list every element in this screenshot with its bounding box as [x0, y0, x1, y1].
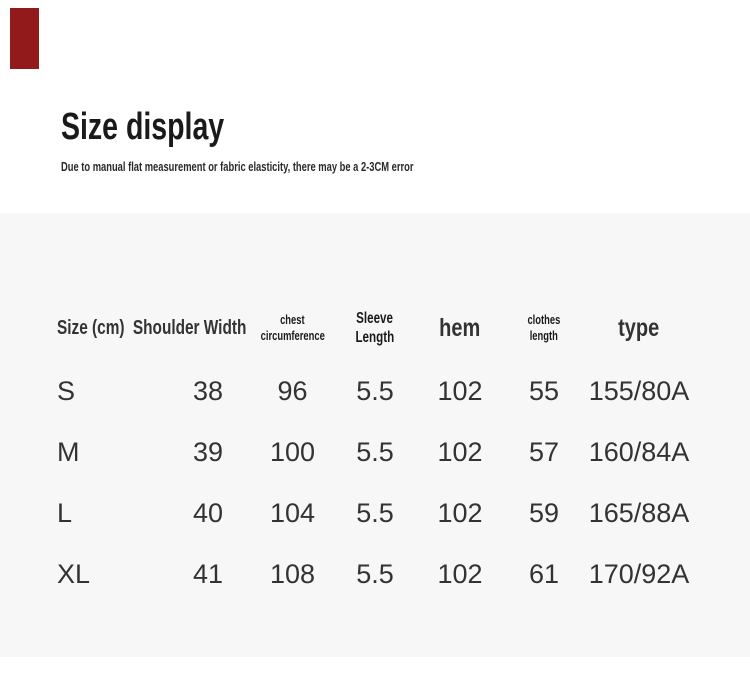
size-table-section: Size (cm) Shoulder Width chest circumfer…: [0, 213, 750, 657]
column-header-sleeve-line2: Length: [355, 329, 395, 346]
shoulder-width-cell: 41: [192, 559, 224, 589]
shoulder-width-cell: 39: [192, 437, 224, 467]
clothes-length-cell: 55: [528, 376, 560, 406]
size-table: Size (cm) Shoulder Width chest circumfer…: [40, 300, 695, 605]
column-header-sleeve-line1: Sleeve: [356, 309, 394, 327]
column-header-size-label: Size (cm): [57, 316, 125, 339]
accent-square: [10, 8, 39, 69]
column-header-hem: hem: [415, 300, 505, 356]
sleeve-length-cell: 5.5: [356, 376, 394, 406]
column-header-sleeve-length: Sleeve Length: [335, 300, 415, 356]
column-header-chest-line2: circumference: [260, 329, 325, 343]
chest-circumference-cell: 96: [277, 376, 308, 406]
column-header-chest-circumference: chest circumference: [250, 300, 335, 356]
column-header-shoulder-width-label: Shoulder Width: [133, 316, 247, 339]
type-cell: 155/80A: [588, 376, 690, 406]
chest-circumference-cell: 100: [269, 437, 316, 467]
column-header-chest-line1: chest: [280, 313, 305, 327]
type-cell: 160/84A: [588, 437, 690, 467]
column-header-type-label: type: [618, 313, 660, 342]
hem-cell: 102: [437, 437, 483, 467]
column-header-shoulder-width: Shoulder Width: [130, 300, 250, 356]
column-header-clothes-line1: clothes: [527, 313, 561, 327]
clothes-length-cell: 61: [528, 559, 560, 589]
column-header-type: type: [583, 300, 695, 356]
page-title: Size display: [61, 106, 225, 148]
clothes-length-cell: 57: [528, 437, 560, 467]
shoulder-width-cell: 38: [192, 376, 224, 406]
hem-cell: 102: [437, 376, 483, 406]
type-cell: 165/88A: [588, 498, 690, 528]
column-header-hem-label: hem: [439, 313, 481, 342]
page-subtitle: Due to manual flat measurement or fabric…: [61, 159, 414, 174]
hem-cell: 102: [437, 498, 483, 528]
shoulder-width-cell: 40: [192, 498, 224, 528]
clothes-length-cell: 59: [528, 498, 560, 528]
hem-cell: 102: [437, 559, 483, 589]
type-cell: 170/92A: [588, 559, 690, 589]
size-cell: L: [57, 498, 73, 528]
chest-circumference-cell: 108: [269, 559, 316, 589]
column-header-clothes-line2: length: [529, 329, 559, 343]
sleeve-length-cell: 5.5: [356, 559, 394, 589]
sleeve-length-cell: 5.5: [356, 437, 394, 467]
size-cell: S: [57, 376, 76, 406]
column-header-clothes-length: clothes length: [505, 300, 583, 356]
size-cell: XL: [57, 559, 91, 589]
column-header-size: Size (cm): [40, 300, 130, 356]
chest-circumference-cell: 104: [269, 498, 316, 528]
size-cell: M: [57, 437, 80, 467]
sleeve-length-cell: 5.5: [356, 498, 394, 528]
